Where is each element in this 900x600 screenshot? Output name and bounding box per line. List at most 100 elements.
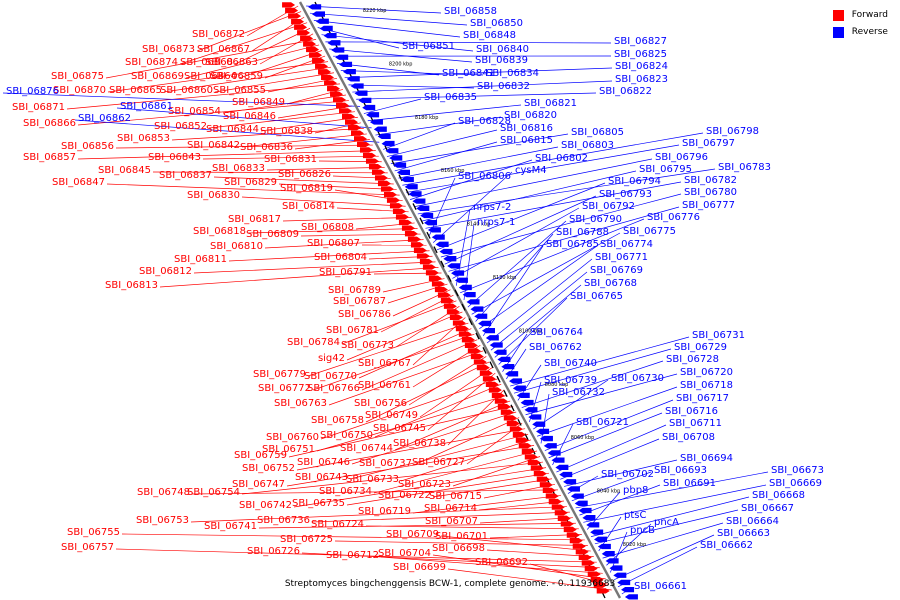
reverse-gene-label[interactable]: SBI_06790 bbox=[569, 214, 622, 225]
forward-gene-label[interactable]: SBI_06826 bbox=[278, 169, 331, 180]
reverse-gene-label[interactable]: SBI_06822 bbox=[599, 86, 652, 97]
reverse-gene-label[interactable]: cysM4 bbox=[515, 165, 547, 176]
reverse-gene-label[interactable]: SBI_06721 bbox=[576, 417, 629, 428]
forward-gene-label[interactable]: SBI_06846 bbox=[223, 111, 276, 122]
reverse-gene-label[interactable]: SBI_06815 bbox=[500, 135, 553, 146]
forward-gene-label[interactable]: SBI_06814 bbox=[282, 201, 335, 212]
forward-gene-label[interactable]: SBI_06757 bbox=[61, 542, 114, 553]
forward-gene-label[interactable]: SBI_06857 bbox=[23, 152, 76, 163]
forward-gene-label[interactable]: SBI_06786 bbox=[338, 309, 391, 320]
forward-gene-label[interactable]: SBI_06733 bbox=[346, 474, 399, 485]
reverse-gene-label[interactable]: pncA bbox=[654, 517, 679, 528]
forward-gene-label[interactable]: SBI_06875 bbox=[51, 71, 104, 82]
forward-gene-label[interactable]: SBI_06701 bbox=[435, 531, 488, 542]
reverse-gene-label[interactable]: SBI_06824 bbox=[615, 61, 668, 72]
forward-gene-label[interactable]: SBI_06810 bbox=[210, 241, 263, 252]
forward-gene-label[interactable]: SBI_06745 bbox=[373, 423, 426, 434]
forward-gene-label[interactable]: SBI_06755 bbox=[67, 527, 120, 538]
forward-gene-label[interactable]: SBI_06864 bbox=[184, 71, 237, 82]
reverse-gene-label[interactable]: SBI_06664 bbox=[726, 516, 779, 527]
reverse-gene-label[interactable]: SBI_06862 bbox=[78, 113, 131, 124]
reverse-gene-label[interactable]: nrps7-1 bbox=[477, 217, 515, 228]
forward-gene-label[interactable]: SBI_06712 bbox=[326, 550, 379, 561]
forward-gene-label[interactable]: SBI_06770 bbox=[304, 371, 357, 382]
reverse-gene-label[interactable]: SBI_06716 bbox=[665, 406, 718, 417]
reverse-gene-label[interactable]: SBI_06729 bbox=[674, 342, 727, 353]
forward-gene-label[interactable]: SBI_06808 bbox=[301, 222, 354, 233]
reverse-gene-label[interactable]: SBI_06795 bbox=[639, 164, 692, 175]
reverse-gene-label[interactable]: SBI_06793 bbox=[599, 189, 652, 200]
forward-gene-label[interactable]: SBI_06698 bbox=[432, 543, 485, 554]
forward-gene-label[interactable]: SBI_06859 bbox=[210, 71, 263, 82]
reverse-gene-label[interactable]: SBI_06673 bbox=[771, 465, 824, 476]
forward-gene-label[interactable]: SBI_06747 bbox=[232, 479, 285, 490]
forward-gene-label[interactable]: SBI_06807 bbox=[307, 238, 360, 249]
reverse-gene-label[interactable]: SBI_06765 bbox=[570, 291, 623, 302]
reverse-gene-label[interactable]: SBI_06827 bbox=[614, 36, 667, 47]
forward-gene-label[interactable]: SBI_06838 bbox=[260, 126, 313, 137]
forward-gene-label[interactable]: SBI_06735 bbox=[292, 498, 345, 509]
reverse-gene-label[interactable]: SBI_06796 bbox=[655, 152, 708, 163]
forward-gene-label[interactable]: SBI_06761 bbox=[358, 380, 411, 391]
forward-gene-label[interactable]: SBI_06869 bbox=[131, 71, 184, 82]
forward-gene-label[interactable]: SBI_06749 bbox=[365, 410, 418, 421]
reverse-gene-label[interactable]: SBI_06792 bbox=[582, 201, 635, 212]
reverse-gene-label[interactable]: SBI_06805 bbox=[571, 127, 624, 138]
forward-gene-label[interactable]: SBI_06874 bbox=[125, 57, 178, 68]
forward-gene-label[interactable]: SBI_06847 bbox=[52, 177, 105, 188]
forward-gene-label[interactable]: SBI_06871 bbox=[12, 102, 65, 113]
forward-gene-label[interactable]: SBI_06833 bbox=[212, 163, 265, 174]
reverse-gene-label[interactable]: SBI_06694 bbox=[680, 453, 733, 464]
forward-gene-label[interactable]: SBI_06767 bbox=[358, 358, 411, 369]
reverse-gene-label[interactable]: SBI_06762 bbox=[529, 342, 582, 353]
reverse-gene-label[interactable]: SBI_06797 bbox=[682, 138, 735, 149]
forward-gene-label[interactable]: SBI_06831 bbox=[264, 154, 317, 165]
reverse-gene-label[interactable]: SBI_06840 bbox=[476, 44, 529, 55]
forward-gene-label[interactable]: SBI_06723 bbox=[398, 479, 451, 490]
forward-gene-label[interactable]: SBI_06868 bbox=[180, 57, 233, 68]
reverse-gene-label[interactable]: SBI_06732 bbox=[552, 387, 605, 398]
reverse-gene-label[interactable]: SBI_06839 bbox=[475, 55, 528, 66]
reverse-gene-label[interactable]: SBI_06841 bbox=[442, 68, 495, 79]
reverse-gene-label[interactable]: SBI_06708 bbox=[662, 432, 715, 443]
reverse-gene-label[interactable]: SBI_06769 bbox=[590, 265, 643, 276]
reverse-gene-label[interactable]: SBI_06768 bbox=[584, 278, 637, 289]
reverse-gene-label[interactable]: pncB bbox=[630, 525, 655, 536]
forward-gene-label[interactable]: SBI_06756 bbox=[354, 398, 407, 409]
forward-gene-label[interactable]: SBI_06852 bbox=[154, 121, 207, 132]
forward-gene-label[interactable]: SBI_06781 bbox=[326, 325, 379, 336]
reverse-gene-label[interactable]: SBI_06717 bbox=[676, 393, 729, 404]
reverse-gene-label[interactable]: SBI_06775 bbox=[623, 226, 676, 237]
forward-gene-label[interactable]: SBI_06844 bbox=[206, 124, 259, 135]
reverse-gene-label[interactable]: SBI_06828 bbox=[458, 116, 511, 127]
reverse-gene-label[interactable]: SBI_06776 bbox=[647, 212, 700, 223]
forward-gene-label[interactable]: sig42 bbox=[318, 353, 345, 364]
forward-gene-label[interactable]: SBI_06750 bbox=[320, 430, 373, 441]
forward-gene-label[interactable]: SBI_06817 bbox=[228, 214, 281, 225]
reverse-gene-label[interactable]: SBI_06691 bbox=[663, 478, 716, 489]
forward-gene-label[interactable]: SBI_06867 bbox=[197, 44, 250, 55]
forward-gene-label[interactable]: SBI_06753 bbox=[136, 515, 189, 526]
forward-gene-label[interactable]: SBI_06791 bbox=[319, 267, 372, 278]
forward-gene-label[interactable]: SBI_06744 bbox=[340, 443, 393, 454]
forward-gene-label[interactable]: SBI_06811 bbox=[174, 254, 227, 265]
reverse-gene-label[interactable]: pbp8 bbox=[623, 485, 648, 496]
forward-gene-label[interactable]: SBI_06759 bbox=[234, 450, 287, 461]
reverse-gene-label[interactable]: SBI_06783 bbox=[718, 162, 771, 173]
forward-gene-label[interactable]: SBI_06746 bbox=[297, 457, 350, 468]
forward-gene-label[interactable]: SBI_06766 bbox=[307, 383, 360, 394]
reverse-gene-label[interactable]: SBI_06861 bbox=[120, 101, 173, 112]
forward-gene-label[interactable]: SBI_06779 bbox=[253, 369, 306, 380]
reverse-gene-label[interactable]: SBI_06820 bbox=[504, 110, 557, 121]
forward-gene-label[interactable]: SBI_06873 bbox=[142, 44, 195, 55]
forward-gene-label[interactable]: SBI_06855 bbox=[213, 85, 266, 96]
reverse-gene-label[interactable]: SBI_06825 bbox=[614, 49, 667, 60]
forward-gene-label[interactable]: SBI_06707 bbox=[425, 516, 478, 527]
forward-gene-label[interactable]: SBI_06818 bbox=[193, 226, 246, 237]
forward-gene-label[interactable]: SBI_06843 bbox=[148, 152, 201, 163]
forward-gene-label[interactable]: SBI_06715 bbox=[429, 491, 482, 502]
reverse-gene-label[interactable]: SBI_06720 bbox=[680, 367, 733, 378]
reverse-gene-label[interactable]: SBI_06802 bbox=[535, 153, 588, 164]
forward-gene-label[interactable]: SBI_06809 bbox=[246, 229, 299, 240]
forward-gene-label[interactable]: SBI_06727 bbox=[412, 457, 465, 468]
